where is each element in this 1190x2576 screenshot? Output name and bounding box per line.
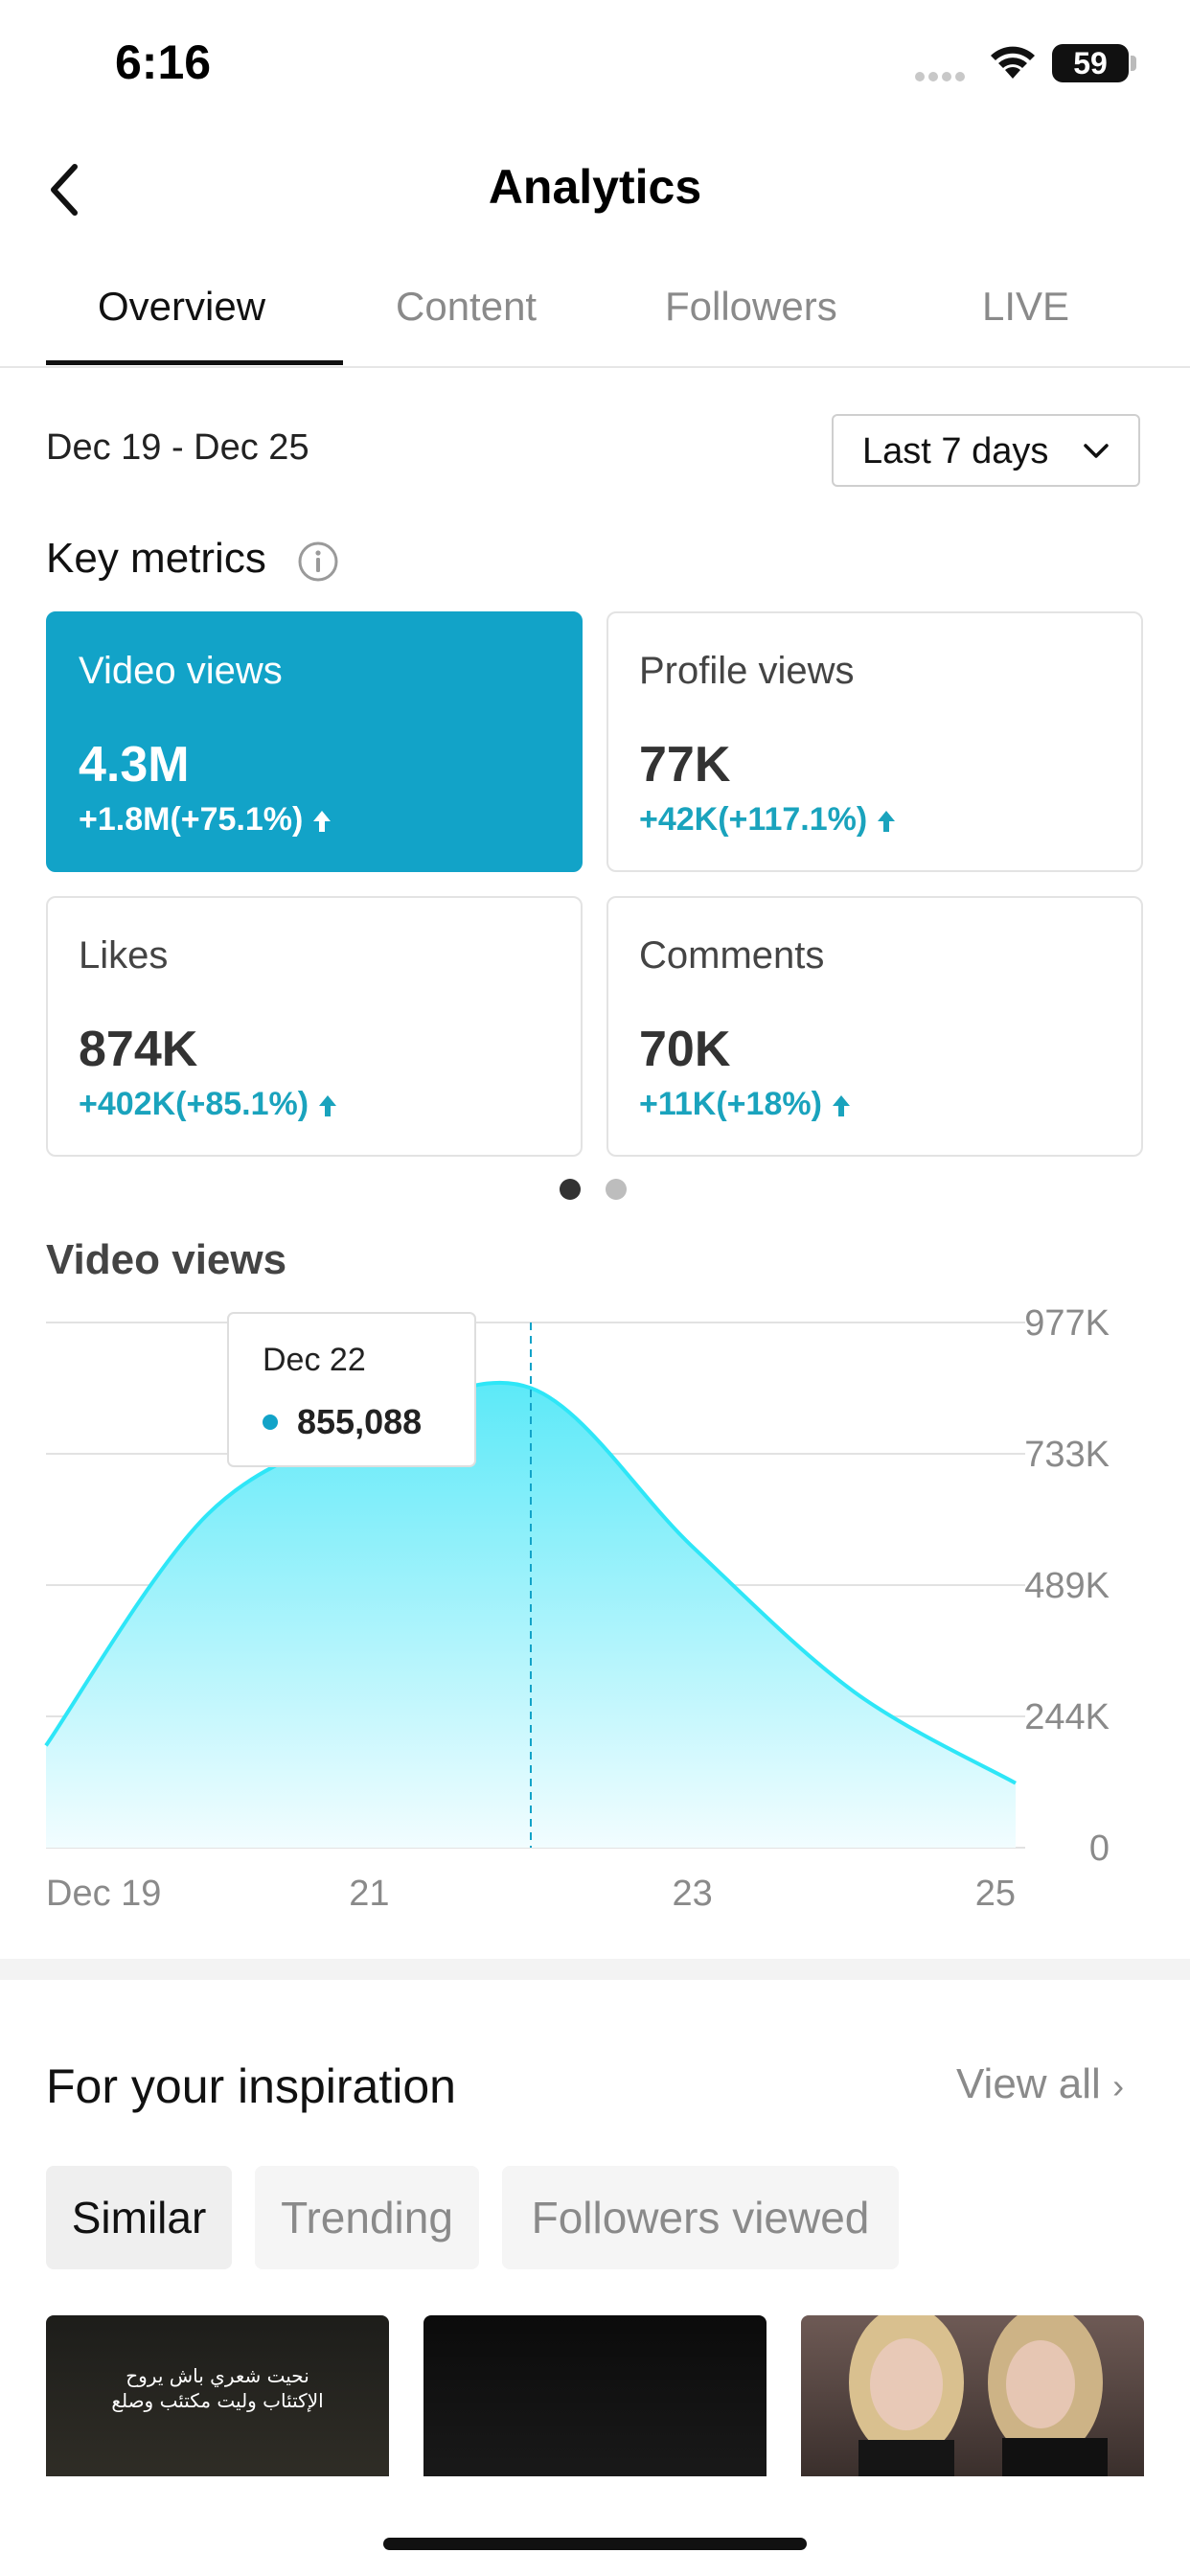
arrow-up-icon <box>313 811 332 833</box>
thumbnail-caption: نحيت شعري باش يروح الإكتئاب وليت مكتئب و… <box>111 2364 324 2412</box>
x-tick-label: 23 <box>673 1874 713 1914</box>
metric-card-likes[interactable]: Likes 874K +402K(+85.1%) <box>46 896 583 1157</box>
metric-label: Profile views <box>639 650 855 692</box>
chevron-down-icon <box>1084 444 1109 458</box>
tab-overview[interactable]: Overview <box>98 284 266 329</box>
video-thumbnail[interactable]: نحيت شعري باش يروح الإكتئاب وليت مكتئب و… <box>46 2315 389 2476</box>
y-tick-label: 244K <box>1024 1697 1110 1737</box>
page-title: Analytics <box>488 160 702 214</box>
series-line <box>44 1380 1017 1785</box>
y-tick-label: 977K <box>1024 1303 1110 1344</box>
y-tick-label: 0 <box>1089 1828 1110 1869</box>
tooltip-value: 855,088 <box>297 1402 422 1441</box>
battery-icon: 59 <box>1052 44 1129 82</box>
page-dot[interactable] <box>606 1179 627 1200</box>
metric-value: 4.3M <box>79 737 190 793</box>
status-time: 6:16 <box>115 35 212 89</box>
battery-nub <box>1131 56 1136 71</box>
tab-followers[interactable]: Followers <box>665 284 837 329</box>
section-divider <box>0 1959 1190 1980</box>
metric-value: 77K <box>639 737 731 793</box>
metric-delta-text: +42K(+117.1%) <box>639 801 868 838</box>
metric-card-comments[interactable]: Comments 70K +11K(+18%) <box>606 896 1143 1157</box>
tooltip-series-dot <box>263 1414 278 1430</box>
chart-title: Video views <box>46 1236 287 1283</box>
key-metrics-title: Key metrics <box>46 535 266 582</box>
x-tick-label: Dec 19 <box>46 1874 161 1914</box>
date-range-label: Dec 19 - Dec 25 <box>46 427 309 468</box>
arrow-up-icon <box>878 811 896 833</box>
metric-value: 70K <box>639 1022 731 1077</box>
chart-tooltip: Dec 22 855,088 <box>227 1312 476 1467</box>
chip-trending[interactable]: Trending <box>255 2166 479 2269</box>
tooltip-date: Dec 22 <box>263 1342 366 1378</box>
thumbnail-image <box>849 2315 1108 2476</box>
tooltip-box <box>227 1312 476 1467</box>
metric-delta-text: +1.8M(+75.1%) <box>79 801 304 838</box>
battery-level: 59 <box>1073 46 1108 80</box>
metric-delta: +1.8M(+75.1%) <box>79 801 332 839</box>
metric-delta-text: +402K(+85.1%) <box>79 1086 309 1122</box>
metric-label: Video views <box>79 650 283 692</box>
tab-live[interactable]: LIVE <box>982 284 1070 329</box>
video-thumbnail[interactable] <box>801 2315 1144 2476</box>
view-all-label: View all <box>956 2060 1101 2107</box>
metric-card-video-views[interactable]: Video views 4.3M +1.8M(+75.1%) <box>46 611 583 872</box>
metric-delta: +11K(+18%) <box>639 1086 851 1123</box>
date-range-dropdown-label: Last 7 days <box>862 431 1049 472</box>
tab-content[interactable]: Content <box>396 284 538 329</box>
page-dot-active <box>560 1179 581 1200</box>
metric-delta-text: +11K(+18%) <box>639 1086 822 1122</box>
chevron-right-icon: › <box>1112 2066 1125 2105</box>
cellular-signal-icon <box>915 69 969 86</box>
active-tab-indicator <box>46 360 343 365</box>
metric-label: Likes <box>79 934 169 977</box>
back-arrow-icon[interactable] <box>46 161 84 218</box>
x-tick-label: 25 <box>975 1874 1016 1914</box>
date-range-dropdown[interactable]: Last 7 days <box>832 414 1140 487</box>
video-thumbnail[interactable] <box>423 2315 767 2476</box>
metric-card-profile-views[interactable]: Profile views 77K +42K(+117.1%) <box>606 611 1143 872</box>
x-tick-label: 21 <box>349 1874 389 1914</box>
inspiration-title: For your inspiration <box>46 2059 456 2113</box>
metric-label: Comments <box>639 934 825 977</box>
y-tick-label: 489K <box>1024 1566 1110 1606</box>
chip-followers-viewed[interactable]: Followers viewed <box>502 2166 899 2269</box>
arrow-up-icon <box>319 1095 337 1117</box>
metric-value: 874K <box>79 1022 198 1077</box>
metric-delta: +402K(+85.1%) <box>79 1086 337 1123</box>
info-icon[interactable] <box>297 540 339 583</box>
metric-delta: +42K(+117.1%) <box>639 801 896 839</box>
view-all-link[interactable]: View all › <box>956 2060 1124 2108</box>
wifi-icon <box>991 46 1035 79</box>
y-tick-label: 733K <box>1024 1435 1110 1475</box>
carousel-page-indicator <box>560 1179 652 1205</box>
arrow-up-icon <box>832 1095 850 1117</box>
area-fill <box>46 1382 1016 1848</box>
video-views-chart[interactable]: 977K 733K 489K 244K 0 Dec 19 21 23 25 Dec 22 85… <box>0 1303 1190 1917</box>
chip-similar[interactable]: Similar <box>46 2166 232 2269</box>
tab-bar: Overview Content Followers LIVE <box>0 278 1190 368</box>
home-indicator <box>383 2538 807 2550</box>
